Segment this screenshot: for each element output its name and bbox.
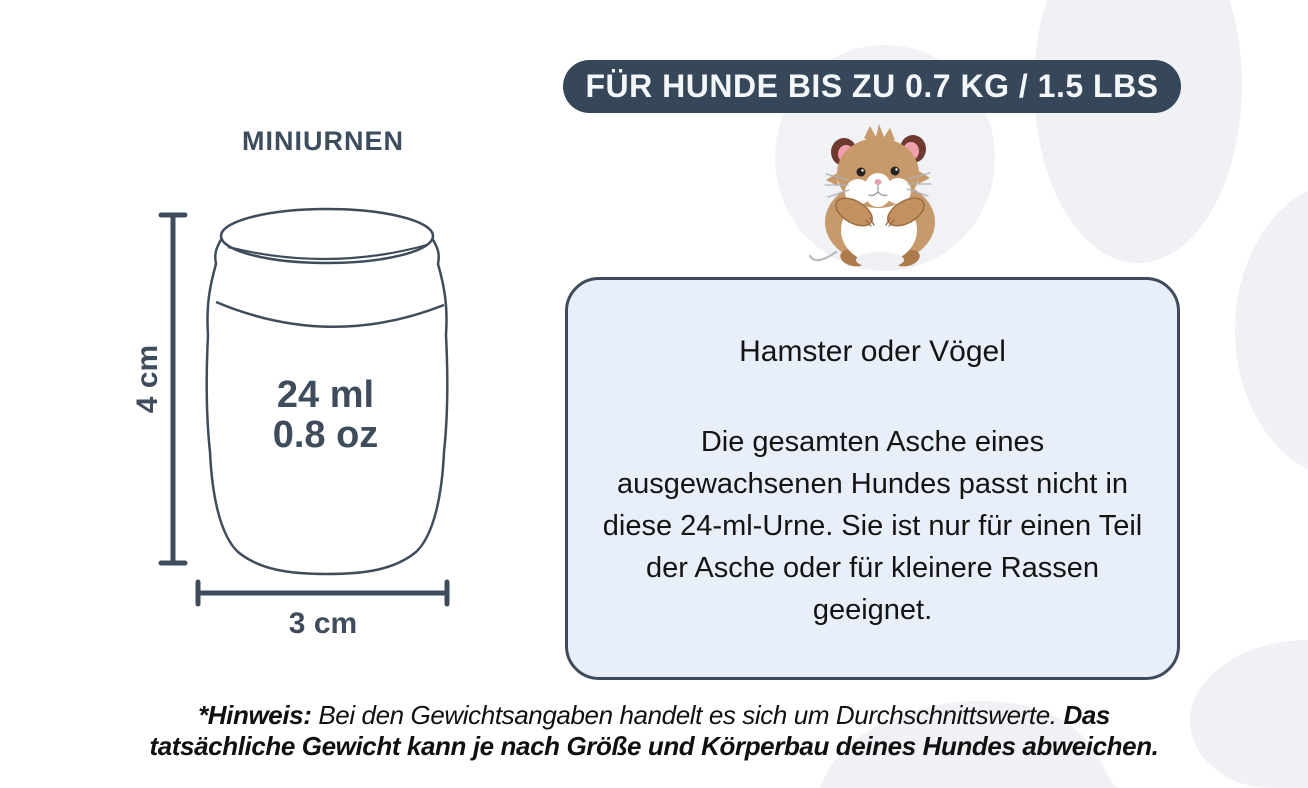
weight-limit-label: FÜR HUNDE BIS ZU 0.7 KG / 1.5 LBS: [585, 68, 1159, 104]
paw-pad-shape: [820, 701, 1120, 788]
height-dimension-line: [158, 212, 188, 566]
width-dimension-line: [195, 579, 450, 607]
footnote-line-1: *Hinweis: Bei den Gewichtsangaben handel…: [114, 700, 1194, 731]
paw-toe-shape: [1034, 0, 1242, 263]
hamster-icon: [808, 124, 935, 268]
weight-limit-banner: FÜR HUNDE BIS ZU 0.7 KG / 1.5 LBS: [563, 60, 1181, 113]
height-label: 4 cm: [131, 344, 164, 414]
section-title: MINIURNEN: [242, 126, 404, 156]
paw-toe-shape: [1235, 190, 1308, 470]
footnote-bold-text: tatsächliche Gewicht kann je nach Größe …: [149, 731, 1159, 761]
footnote-line-2: tatsächliche Gewicht kann je nach Größe …: [114, 731, 1194, 762]
capacity-label: 24 ml 0.8 oz: [233, 375, 418, 455]
width-label: 3 cm: [288, 607, 358, 640]
footnote-regular-text: Bei den Gewichtsangaben handelt es sich …: [311, 700, 1064, 730]
footnote-bold-start: Das: [1063, 700, 1110, 730]
info-box-body: Die gesamten Asche eines ausgewachsenen …: [602, 426, 1143, 626]
paw-pad-shape: [1190, 640, 1308, 788]
capacity-oz: 0.8 oz: [272, 414, 379, 456]
info-box: Hamster oder Vögel Die gesamten Asche ei…: [565, 277, 1180, 680]
capacity-ml: 24 ml: [276, 374, 375, 416]
urn-diagram: [158, 207, 450, 607]
urn-outline: [205, 207, 449, 576]
footnote: *Hinweis: Bei den Gewichtsangaben handel…: [114, 700, 1194, 762]
footnote-hinweis-label: *Hinweis:: [198, 700, 312, 730]
info-box-heading: Hamster oder Vögel: [739, 335, 1006, 368]
